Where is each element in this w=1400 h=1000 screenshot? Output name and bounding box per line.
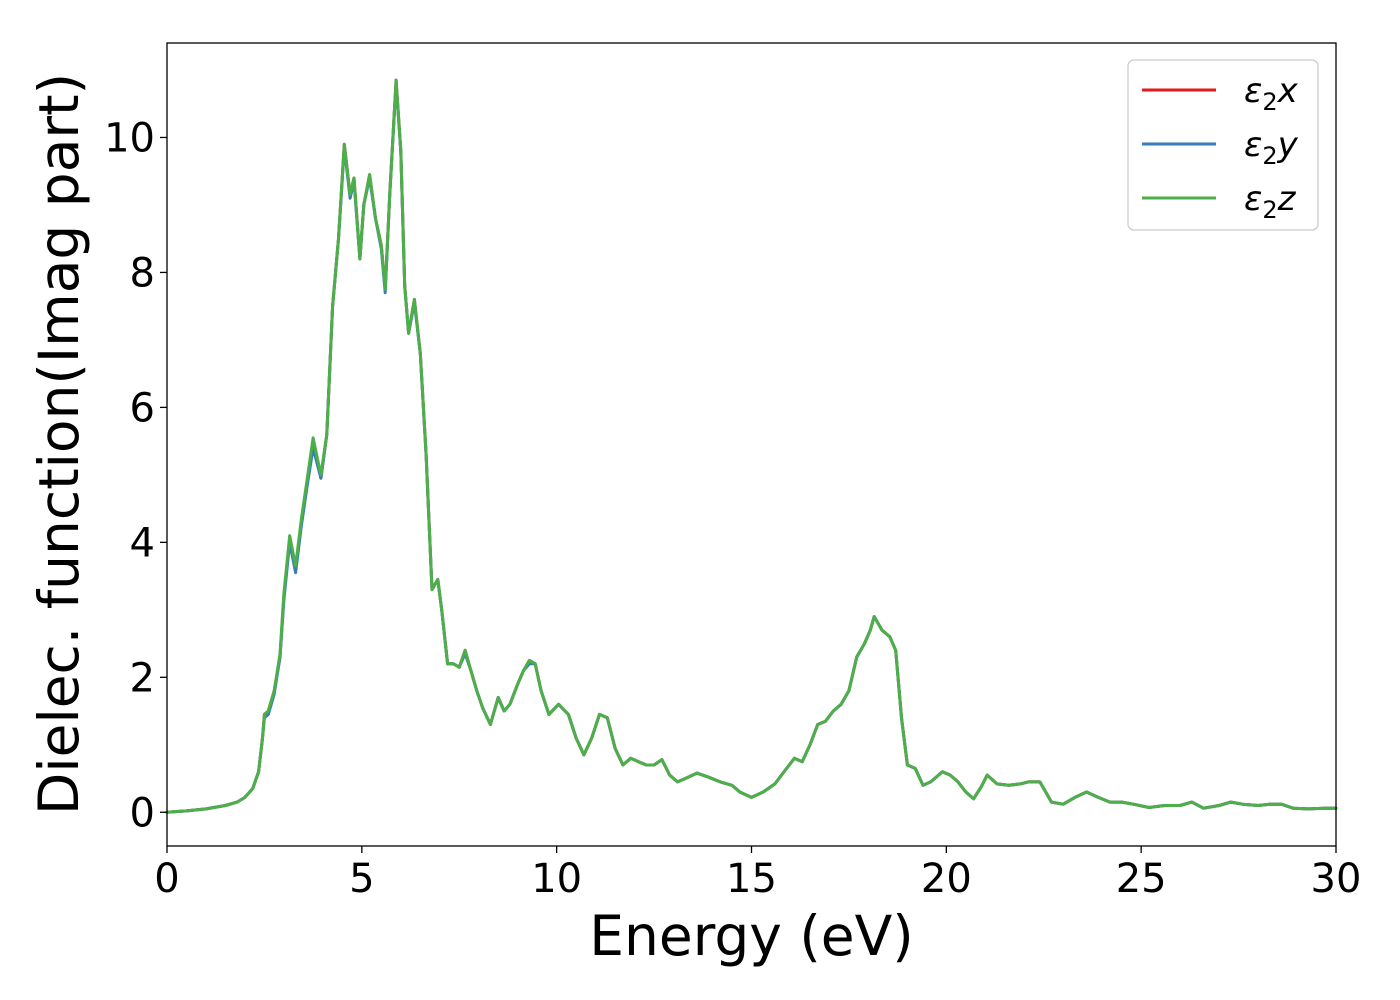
legend: ε2x ε2y ε2z (1127, 59, 1319, 231)
y-tick-label: 10 (104, 115, 155, 161)
legend-items: ε2x ε2y ε2z (1142, 71, 1299, 224)
x-axis-ticks: 0 5 10 15 20 25 30 (154, 846, 1361, 902)
series-layer (165, 78, 1338, 814)
y-tick-label: 0 (130, 790, 155, 836)
x-tick-label: 25 (1116, 856, 1167, 902)
legend-label-y: ε2y (1244, 125, 1299, 170)
x-tick-label: 0 (154, 856, 179, 902)
series-line-z (165, 78, 1338, 814)
x-tick-label: 30 (1311, 856, 1362, 902)
x-tick-label: 5 (349, 856, 374, 902)
x-tick-label: 15 (726, 856, 777, 902)
x-tick-label: 20 (921, 856, 972, 902)
x-axis-label: Energy (eV) (589, 904, 913, 968)
y-tick-label: 6 (130, 385, 155, 431)
y-axis-label: Dielec. function(Imag part) (27, 73, 91, 815)
legend-box (1127, 59, 1319, 231)
legend-label-x: ε2x (1244, 71, 1299, 116)
y-tick-label: 2 (130, 655, 155, 701)
legend-label-z: ε2z (1244, 179, 1297, 224)
y-axis-ticks: 0 2 4 6 8 10 (104, 115, 167, 836)
x-tick-label: 10 (531, 856, 582, 902)
y-tick-label: 4 (130, 520, 155, 566)
y-tick-label: 8 (130, 250, 155, 296)
